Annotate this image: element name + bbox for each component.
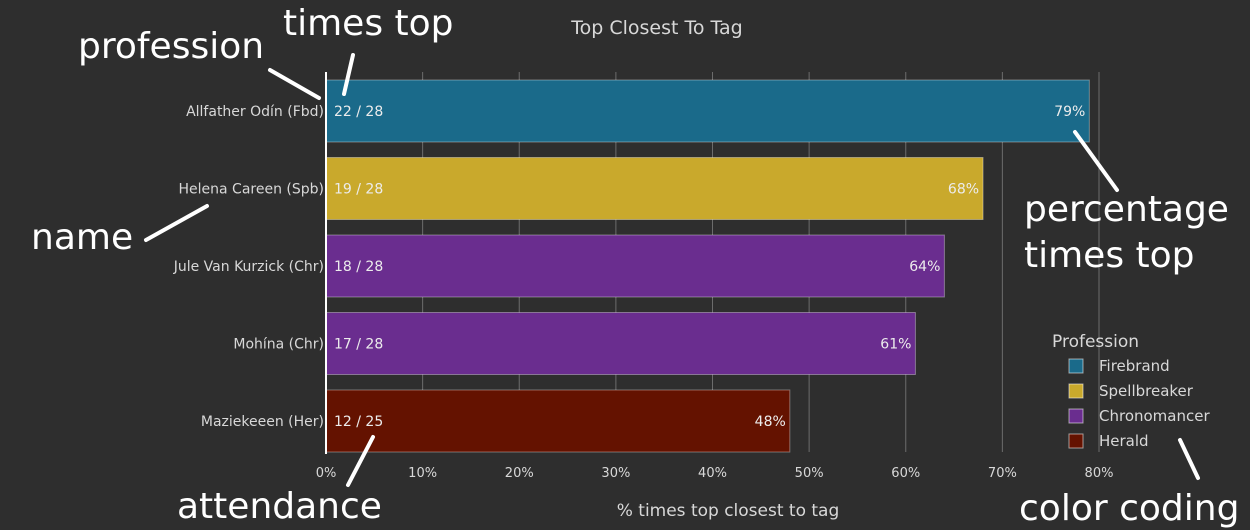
bar-value-label: 64% [909,259,940,275]
legend-entry: Spellbreaker [1099,382,1194,400]
arrow-name [144,204,209,242]
x-axis-title: % times top closest to tag [617,501,840,521]
bar-count-label: 18 / 28 [334,259,383,275]
legend-entry: Firebrand [1099,357,1170,375]
x-tick-label: 80% [1085,466,1114,481]
y-tick-label: Allfather Odín (Fbd) [186,104,324,120]
bar [325,157,984,220]
legend-swatch [1068,433,1084,449]
x-tick-label: 0% [316,466,337,481]
y-tick-label: Maziekeeen (Her) [201,414,324,430]
arrow-profession [268,68,321,100]
bar [325,389,791,453]
annotation-color-coding: color coding [1019,488,1239,529]
bar-count-label: 22 / 28 [334,104,383,120]
x-tick-label: 70% [988,466,1017,481]
bar-count-label: 19 / 28 [334,182,383,198]
legend-swatch [1068,358,1084,374]
annotation-attendance: attendance [177,486,382,527]
x-axis: 0% 10% 20% 30% 40% 50% 60% 70% 80% [316,466,1114,481]
arrow-percentage [1073,130,1119,192]
bar-value-label: 68% [948,182,979,198]
bar-count-label: 12 / 25 [334,414,383,430]
chart-title: Top Closest To Tag [570,17,742,39]
annotation-times-top: times top [283,3,454,44]
y-axis: Allfather Odín (Fbd) Helena Careen (Spb) J… [173,72,327,454]
x-tick-label: 30% [601,466,630,481]
legend-swatch [1068,408,1084,424]
annotations: profession times top name percentage tim… [31,3,1239,529]
legend-swatch [1068,383,1084,399]
arrow-times-top [342,53,355,96]
bar-value-label: 61% [880,337,911,353]
x-tick-label: 60% [891,466,920,481]
y-tick-label: Helena Careen (Spb) [179,182,324,198]
bars: 22 / 28 79% 19 / 28 68% 18 / 28 64% 17 / 28 61%… [325,79,1090,453]
arrow-color-coding [1178,438,1200,480]
x-tick-label: 40% [698,466,727,481]
legend-entry: Chronomancer [1099,407,1210,425]
legend-entry: Herald [1099,432,1149,450]
bar-value-label: 48% [755,414,786,430]
annotation-percentage: percentage [1024,189,1229,230]
x-tick-label: 50% [795,466,824,481]
bar-value-label: 79% [1054,104,1085,120]
y-tick-label: Jule Van Kurzick (Chr) [173,259,324,275]
legend-title: Profession [1052,332,1139,352]
annotation-times-top-2: times top [1024,235,1195,276]
y-tick-label: Mohína (Chr) [233,337,324,353]
bar [325,79,1090,143]
x-tick-label: 10% [408,466,437,481]
bar [325,312,916,375]
x-tick-label: 20% [505,466,534,481]
annotation-name: name [31,217,133,258]
bar-count-label: 17 / 28 [334,337,383,353]
arrow-attendance [346,435,375,487]
bar [325,234,945,298]
legend: Profession Firebrand Spellbreaker Chronoman… [1052,332,1210,450]
annotation-profession: profession [78,26,264,67]
